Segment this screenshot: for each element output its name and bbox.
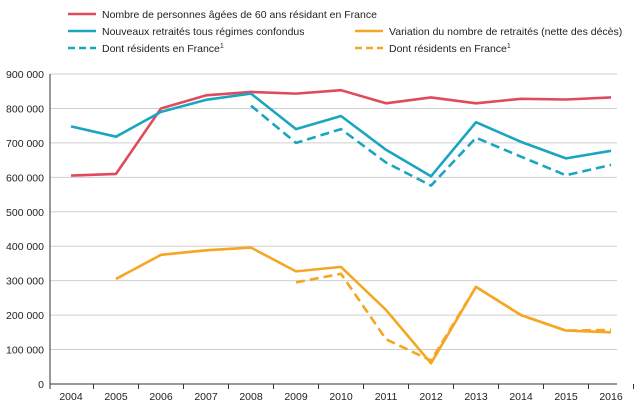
x-tick-label: 2015 [554, 391, 578, 403]
y-tick-label: 500 000 [6, 207, 44, 219]
y-tick-label: 900 000 [6, 69, 44, 81]
x-tick-label: 2009 [284, 391, 308, 403]
x-tick-label: 2012 [419, 391, 443, 403]
legend: Nombre de personnes âgées de 60 ans rési… [68, 9, 622, 55]
legend-label: Variation du nombre de retraités (nette … [389, 26, 622, 38]
gridlines [50, 73, 617, 351]
y-axis: 0 100 000 200 000 300 000 400 000 500 000 600 … [6, 69, 51, 391]
y-tick-label: 400 000 [6, 241, 44, 253]
legend-label-superscript: 1 [220, 43, 224, 50]
series-line [70, 88, 612, 177]
x-tick-label: 2005 [104, 391, 128, 403]
y-tick-label: 200 000 [6, 310, 44, 322]
x-tick-label: 2004 [59, 391, 83, 403]
x-tick-label: 2016 [599, 391, 623, 403]
legend-item: Dont résidents en France1 [355, 43, 511, 55]
legend-label: Nombre de personnes âgées de 60 ans rési… [102, 9, 377, 21]
legend-label: Dont résidents en France1 [389, 43, 511, 55]
y-tick-label: 100 000 [6, 345, 44, 357]
legend-item: Nombre de personnes âgées de 60 ans rési… [68, 9, 377, 21]
legend-label-superscript: 1 [507, 43, 511, 50]
y-tick-label: 0 [38, 379, 44, 391]
y-tick-label: 300 000 [6, 276, 44, 288]
series-line [295, 272, 612, 362]
legend-item: Nouveaux retraités tous régimes confondu… [68, 26, 305, 38]
x-tick-label: 2011 [375, 391, 398, 403]
x-tick-label: 2008 [239, 391, 263, 403]
series-line [250, 104, 612, 187]
legend-label: Dont résidents en France1 [102, 43, 224, 55]
x-tick-label: 2013 [464, 391, 488, 403]
y-tick-label: 700 000 [6, 138, 44, 150]
x-tick-label: 2014 [509, 391, 533, 403]
legend-label: Nouveaux retraités tous régimes confondu… [102, 26, 305, 38]
series-group [70, 88, 612, 365]
y-tick-label: 600 000 [6, 172, 44, 184]
series-line [70, 92, 612, 178]
x-tick-label: 2006 [149, 391, 173, 403]
x-tick-label: 2010 [329, 391, 353, 403]
y-tick-label: 800 000 [6, 103, 44, 115]
x-axis: 2004 2005 2006 2007 2008 2009 2010 2011 2012 2013… [49, 383, 634, 403]
legend-item: Dont résidents en France1 [68, 43, 224, 55]
legend-item: Variation du nombre de retraités (nette … [355, 26, 622, 38]
x-tick-label: 2007 [194, 391, 218, 403]
